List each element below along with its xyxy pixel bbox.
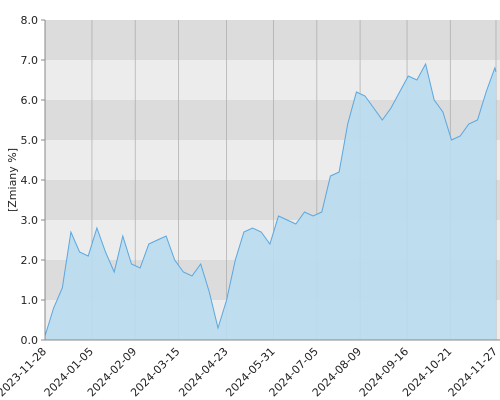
y-axis-label: [Zmiany %] — [6, 148, 19, 212]
y-tick-label: 7.0 — [21, 54, 39, 67]
area-fill — [45, 64, 496, 340]
y-tick-label: 3.0 — [21, 214, 39, 227]
x-tick-label: 2024-11-27 — [446, 345, 500, 399]
y-tick-label: 0.0 — [21, 334, 39, 347]
plot-band — [45, 20, 500, 60]
y-tick-label: 1.0 — [21, 294, 39, 307]
y-tick-label: 4.0 — [21, 174, 39, 187]
y-tick-label: 2.0 — [21, 254, 39, 267]
y-tick-label: 8.0 — [21, 14, 39, 27]
x-tick-label: 2024-04-23 — [176, 345, 230, 399]
line — [44, 62, 497, 337]
y-tick-label: 5.0 — [21, 134, 39, 147]
y-tick-label: 6.0 — [21, 94, 39, 107]
